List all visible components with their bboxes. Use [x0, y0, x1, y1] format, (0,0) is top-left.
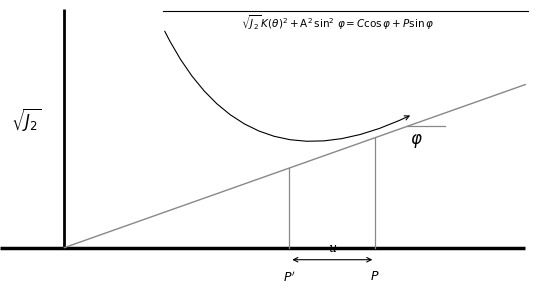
- Text: $P$: $P$: [370, 270, 380, 283]
- Text: $\varphi$: $\varphi$: [410, 132, 423, 150]
- Text: u: u: [329, 242, 336, 255]
- Text: $P^{\prime}$: $P^{\prime}$: [283, 270, 296, 285]
- Text: $\sqrt{J_2}\, K(\theta)^2 + \mathrm{A}^2\, \sin^2\, \varphi = C\cos\varphi + P\s: $\sqrt{J_2}\, K(\theta)^2 + \mathrm{A}^2…: [241, 14, 434, 32]
- Text: $\sqrt{J_2}$: $\sqrt{J_2}$: [11, 107, 42, 134]
